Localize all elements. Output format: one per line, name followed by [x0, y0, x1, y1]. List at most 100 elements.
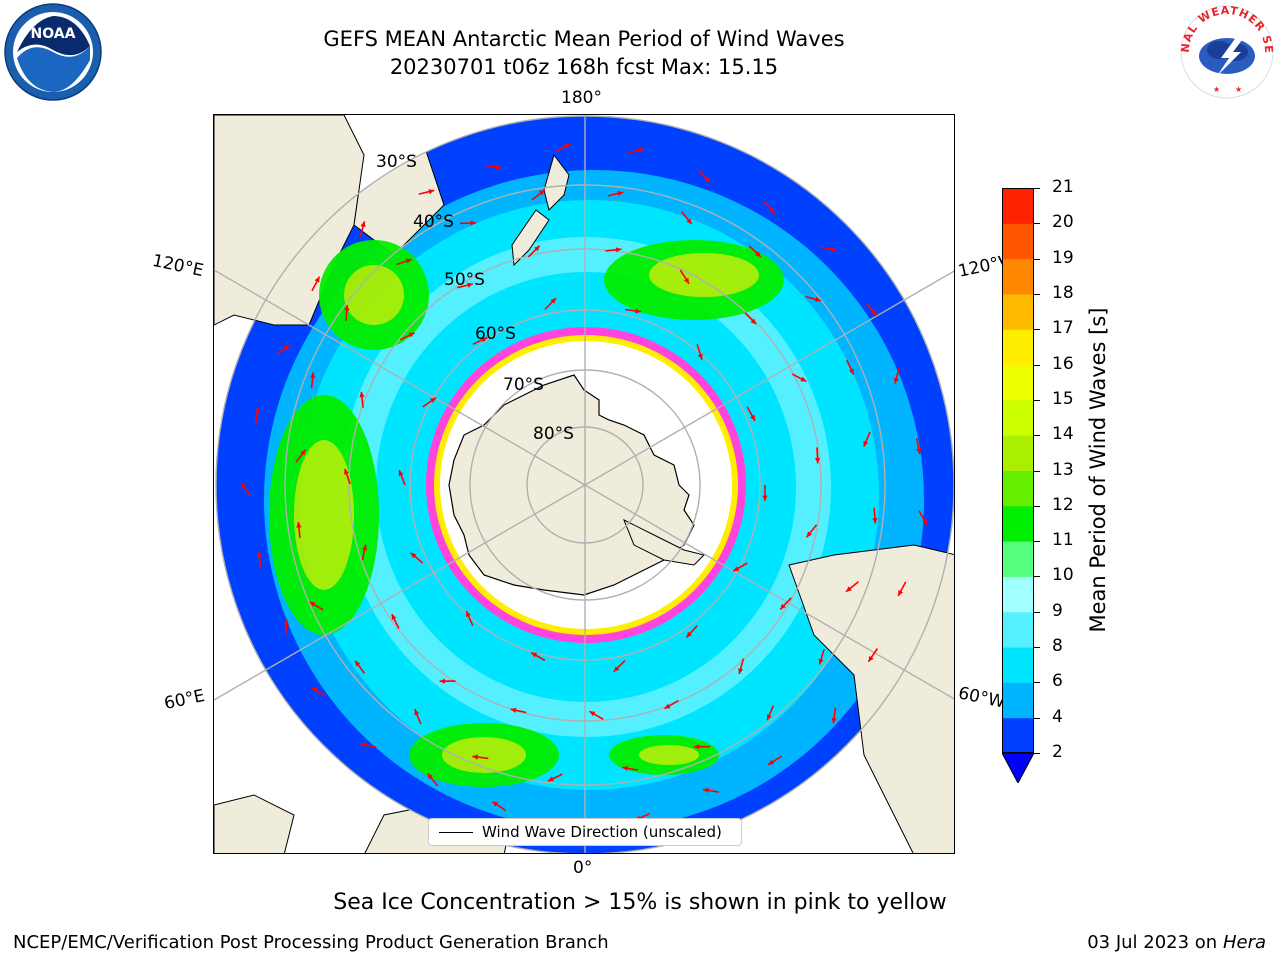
footer-organization: NCEP/EMC/Verification Post Processing Pr…: [13, 932, 609, 953]
wave-arrow-head: [309, 601, 316, 607]
wave-arrow-head: [430, 397, 436, 403]
wave-arrow-head: [733, 566, 740, 572]
wave-arrow-head: [893, 377, 899, 384]
chart-title: GEFS MEAN Antarctic Mean Period of Wind …: [323, 27, 845, 51]
colorbar-tick-mark: [1034, 188, 1040, 189]
legend-line-swatch: [439, 831, 473, 833]
colorbar-frame: [1002, 188, 1034, 753]
colorbar-tick-label: 20: [1052, 212, 1074, 233]
colorbar-tick-label: 9: [1052, 600, 1063, 621]
colorbar-tick-label: 2: [1052, 742, 1063, 762]
wave-arrow-head: [470, 220, 477, 226]
colorbar-tick-label: 21: [1052, 177, 1074, 197]
map-canvas: [214, 115, 954, 853]
wave-arrow-head: [283, 619, 289, 625]
wave-arrow-head: [806, 531, 812, 538]
colorbar-tick-label: 13: [1052, 459, 1074, 480]
wave-arrow-head: [916, 448, 922, 454]
wave-arrow-head: [311, 687, 318, 693]
wave-arrow-head: [391, 614, 397, 621]
footer-date-text: 03 Jul 2023 on: [1087, 932, 1223, 953]
colorbar-segment: [1002, 329, 1034, 366]
colorbar-tick-mark: [1034, 682, 1040, 684]
wave-arrow-head: [863, 440, 869, 447]
wave-arrow-head: [613, 666, 620, 672]
wave-arrow-head: [300, 449, 306, 456]
wave-arrow-head: [359, 391, 365, 398]
colorbar-tick-mark: [1034, 399, 1040, 401]
colorbar-tick-mark: [1034, 647, 1040, 649]
parallel-label-50s: 50°S: [444, 270, 485, 290]
colorbar-tick-mark: [1034, 435, 1040, 437]
colorbar-tick-label: 6: [1052, 671, 1063, 692]
wave-arrow-head: [410, 552, 417, 559]
wave-arrow-head: [638, 147, 645, 153]
colorbar-segment: [1002, 682, 1034, 719]
svg-text:NOAA: NOAA: [31, 26, 76, 42]
colorbar-tick-label: 19: [1052, 247, 1074, 268]
wave-arrow-head: [408, 332, 415, 338]
wave-arrow-head: [344, 304, 350, 311]
wave-arrow-head: [686, 218, 692, 225]
colorbar-tick-mark: [1034, 364, 1040, 366]
parallel-label-70s: 70°S: [503, 375, 544, 395]
wave-arrow-head: [531, 652, 538, 658]
wave-arrow-head: [768, 759, 775, 765]
colorbar-tick-label: 4: [1052, 706, 1063, 727]
colorbar-tick-label: 12: [1052, 494, 1074, 515]
national-weather-service-logo: NATIONAL WEATHER SERVICE ★ ★: [1175, 0, 1274, 99]
wave-arrow-head: [254, 407, 260, 414]
colorbar-tick-mark: [1034, 329, 1040, 331]
colorbar: [1002, 188, 1034, 783]
wave-arrow-head: [818, 658, 824, 665]
wind-wave-arrows: [240, 142, 928, 829]
legend-label: Wind Wave Direction (unscaled): [482, 823, 722, 841]
wave-arrow-head: [414, 709, 420, 716]
wave-arrow-head: [405, 258, 412, 264]
wave-arrow-head: [800, 376, 807, 382]
colorbar-segment: [1002, 188, 1034, 224]
land-africa-corner: [214, 794, 295, 853]
colorbar-tick-mark: [1034, 470, 1040, 472]
wave-arrow-head: [466, 611, 471, 618]
wave-arrow-head: [256, 551, 263, 557]
colorbar-tick-mark: [1034, 293, 1040, 295]
wave-arrow-head: [766, 714, 772, 721]
wave-arrow-head: [538, 190, 545, 196]
wave-arrow-head: [355, 660, 361, 667]
wave-arrow-head: [898, 590, 903, 596]
wave-arrow-head: [547, 776, 554, 782]
wave-arrow-head: [755, 251, 761, 257]
colorbar-tick-label: 18: [1052, 282, 1074, 303]
graticule: [214, 115, 954, 853]
wave-arrow-head: [314, 276, 320, 283]
wave-arrow-head: [703, 787, 709, 793]
wave-arrow-head: [360, 221, 366, 228]
wave-arrow-head: [617, 191, 624, 197]
colorbar-extend-triangle: [1002, 752, 1034, 783]
map-legend: Wind Wave Direction (unscaled): [428, 818, 742, 846]
wave-arrow-head: [492, 801, 499, 807]
colorbar-tick-mark: [1034, 717, 1040, 719]
colorbar-segment: [1002, 541, 1034, 577]
wave-arrow-head: [472, 754, 479, 760]
meridian-label-60e: 60°E: [162, 685, 207, 715]
colorbar-tick-label: 14: [1052, 424, 1074, 445]
wave-arrow-head: [510, 707, 517, 713]
colorbar-segment: [1002, 435, 1034, 471]
wave-arrow-head: [868, 655, 874, 662]
wave-arrow-head: [831, 717, 837, 724]
wave-arrow-head: [360, 742, 367, 748]
meridian-label-120e: 120°E: [150, 250, 206, 282]
sea-ice-note: Sea Ice Concentration > 15% is shown in …: [333, 890, 947, 915]
wave-arrow-head: [439, 678, 445, 684]
svg-text:★: ★: [1213, 85, 1220, 94]
polar-map: [213, 114, 955, 854]
wave-arrow-head: [921, 518, 927, 525]
noaa-logo: NOAA: [4, 3, 102, 101]
colorbar-label: Mean Period of Wind Waves [s]: [1086, 307, 1110, 633]
wave-arrow-head: [589, 711, 596, 717]
colorbar-tick-mark: [1034, 753, 1040, 754]
wave-arrow-head: [622, 765, 628, 771]
colorbar-tick-label: 10: [1052, 565, 1074, 586]
